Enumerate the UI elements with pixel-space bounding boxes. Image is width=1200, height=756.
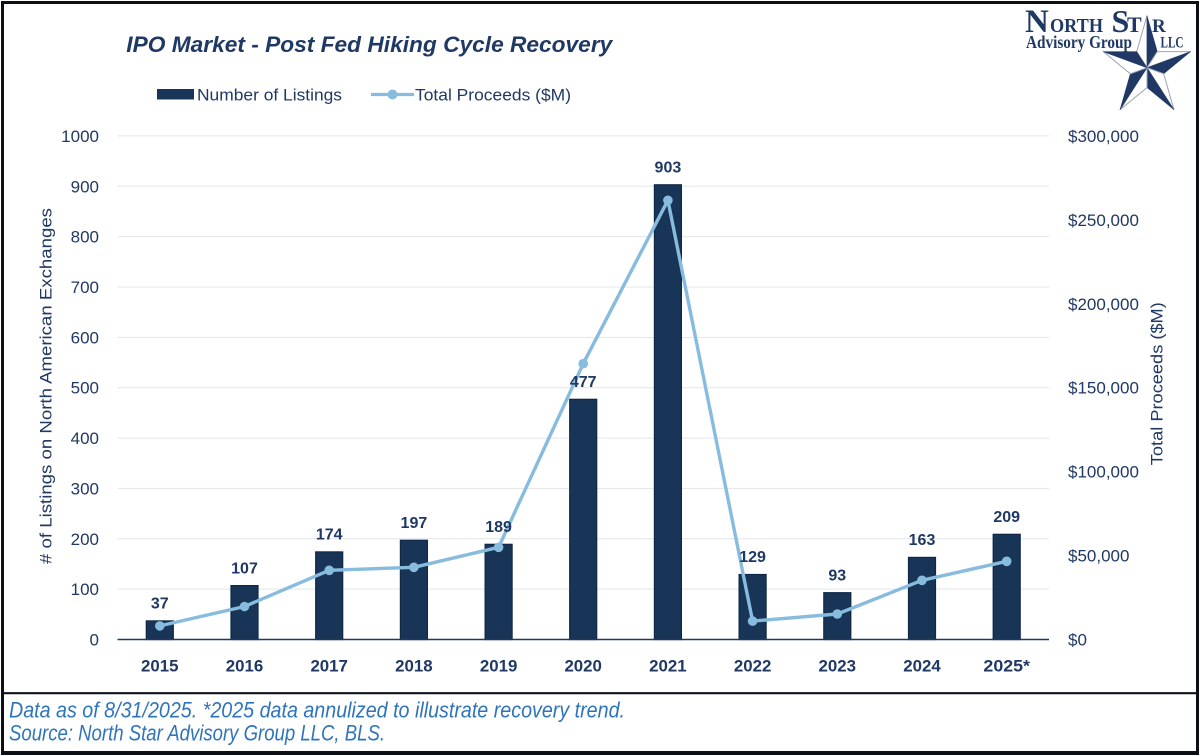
svg-text:2021: 2021 bbox=[649, 657, 687, 676]
svg-text:$0: $0 bbox=[1068, 631, 1087, 650]
svg-text:200: 200 bbox=[71, 530, 99, 549]
svg-text:2017: 2017 bbox=[310, 657, 348, 676]
svg-text:LLC: LLC bbox=[1161, 35, 1184, 52]
svg-text:400: 400 bbox=[71, 429, 99, 448]
svg-text:# of Listings on North America: # of Listings on North American Exchange… bbox=[38, 208, 56, 564]
svg-text:0: 0 bbox=[90, 631, 99, 650]
svg-text:107: 107 bbox=[231, 560, 258, 577]
svg-text:$50,000: $50,000 bbox=[1068, 547, 1129, 566]
svg-text:Number of Listings: Number of Listings bbox=[197, 87, 342, 105]
svg-text:2019: 2019 bbox=[480, 657, 518, 676]
svg-text:2022: 2022 bbox=[734, 657, 772, 676]
svg-text:800: 800 bbox=[71, 228, 99, 247]
svg-text:209: 209 bbox=[993, 509, 1020, 526]
svg-text:2018: 2018 bbox=[395, 657, 433, 676]
svg-text:189: 189 bbox=[485, 519, 512, 536]
svg-text:2015: 2015 bbox=[141, 657, 179, 676]
svg-text:Advisory Group: Advisory Group bbox=[1026, 32, 1132, 52]
svg-text:Total Proceeds ($M): Total Proceeds ($M) bbox=[415, 87, 571, 105]
svg-text:600: 600 bbox=[71, 328, 99, 347]
svg-text:93: 93 bbox=[828, 567, 846, 584]
svg-text:2023: 2023 bbox=[819, 657, 857, 676]
svg-text:129: 129 bbox=[739, 549, 766, 566]
svg-text:700: 700 bbox=[71, 278, 99, 297]
svg-text:477: 477 bbox=[570, 374, 597, 391]
svg-text:197: 197 bbox=[401, 515, 428, 532]
svg-text:IPO Market - Post Fed Hiking C: IPO Market - Post Fed Hiking Cycle Recov… bbox=[126, 32, 614, 57]
svg-text:900: 900 bbox=[71, 177, 99, 196]
svg-text:N: N bbox=[1025, 4, 1049, 40]
svg-text:100: 100 bbox=[71, 580, 99, 599]
svg-text:Source: North Star Advisory Gr: Source: North Star Advisory Group LLC, B… bbox=[9, 721, 385, 746]
svg-text:2024: 2024 bbox=[903, 657, 941, 676]
svg-text:ORTH: ORTH bbox=[1050, 15, 1103, 37]
svg-text:Total Proceeds ($M): Total Proceeds ($M) bbox=[1149, 302, 1167, 465]
svg-text:$200,000: $200,000 bbox=[1068, 295, 1139, 314]
svg-text:R: R bbox=[1152, 16, 1166, 37]
svg-text:500: 500 bbox=[71, 379, 99, 398]
svg-text:$150,000: $150,000 bbox=[1068, 379, 1139, 398]
svg-text:$100,000: $100,000 bbox=[1068, 463, 1139, 482]
svg-text:1000: 1000 bbox=[61, 127, 99, 146]
svg-text:37: 37 bbox=[151, 596, 169, 613]
svg-text:903: 903 bbox=[655, 159, 682, 176]
svg-text:2016: 2016 bbox=[226, 657, 264, 676]
svg-text:T: T bbox=[1127, 12, 1142, 37]
svg-text:2020: 2020 bbox=[564, 657, 602, 676]
svg-text:$300,000: $300,000 bbox=[1068, 127, 1139, 146]
svg-text:163: 163 bbox=[909, 532, 936, 549]
svg-text:$250,000: $250,000 bbox=[1068, 211, 1139, 230]
svg-text:174: 174 bbox=[316, 527, 343, 544]
svg-text:S: S bbox=[1112, 3, 1130, 39]
svg-text:300: 300 bbox=[71, 479, 99, 498]
svg-text:Data as of 8/31/2025. *2025 da: Data as of 8/31/2025. *2025 data annuliz… bbox=[9, 697, 625, 722]
svg-text:2025*: 2025* bbox=[983, 657, 1030, 676]
